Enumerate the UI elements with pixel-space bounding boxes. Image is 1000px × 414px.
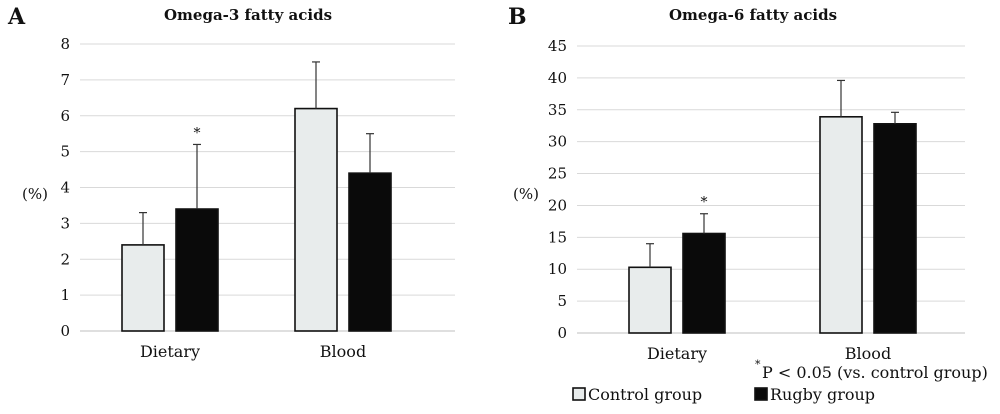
y-tick-label: 4 xyxy=(60,179,70,197)
significance-marker: * xyxy=(701,195,708,211)
legend-label: Rugby group xyxy=(770,385,875,404)
y-tick-label: 2 xyxy=(60,250,70,268)
y-axis-label: (%) xyxy=(513,185,539,203)
y-tick-label: 35 xyxy=(548,101,567,119)
y-tick-label: 3 xyxy=(60,214,70,232)
y-tick-label: 7 xyxy=(60,71,70,89)
y-tick-label: 45 xyxy=(548,37,567,55)
x-category-label: Dietary xyxy=(140,342,200,361)
y-tick-label: 5 xyxy=(557,292,567,310)
bar xyxy=(294,107,338,332)
y-tick-label: 25 xyxy=(548,165,567,183)
y-tick-label: 5 xyxy=(60,143,70,161)
y-tick-label: 6 xyxy=(60,107,70,125)
x-category-label: Blood xyxy=(320,342,366,361)
y-tick-label: 1 xyxy=(60,286,70,304)
y-tick-label: 15 xyxy=(548,228,567,246)
bar xyxy=(682,232,726,334)
significance-marker: * xyxy=(194,125,201,141)
bar xyxy=(121,244,165,332)
panel-label: A xyxy=(7,4,26,30)
y-tick-label: 40 xyxy=(548,69,567,87)
legend: Control group Rugby group xyxy=(572,385,875,404)
chart-title: Omega-3 fatty acids xyxy=(164,6,332,24)
y-tick-label: 30 xyxy=(548,133,567,151)
bar xyxy=(873,123,917,334)
x-category-label: Dietary xyxy=(647,344,707,363)
legend-swatch xyxy=(754,387,768,401)
chart-panel-B: B Omega-6 fatty acids (%) 0 5 10 15 20 25 30 35 40 4… xyxy=(508,4,965,363)
chart-title: Omega-6 fatty acids xyxy=(669,6,837,24)
y-tick-label: 20 xyxy=(548,196,567,214)
bar xyxy=(628,266,672,334)
x-category-label: Blood xyxy=(845,344,891,363)
legend-swatch xyxy=(572,387,586,401)
y-tick-label: 0 xyxy=(557,324,567,342)
footnote: * P < 0.05 (vs. control group) xyxy=(755,358,988,382)
bar xyxy=(348,172,392,332)
y-tick-label: 10 xyxy=(548,260,567,278)
legend-label: Control group xyxy=(588,385,702,404)
panel-label: B xyxy=(508,4,527,30)
chart-panel-A: A Omega-3 fatty acids (%) 0 1 2 3 4 5 6 7 8 Dietary B… xyxy=(7,4,455,361)
y-tick-label: 8 xyxy=(60,35,70,53)
bar xyxy=(175,208,219,332)
footnote-text: P < 0.05 (vs. control group) xyxy=(762,363,988,382)
bar xyxy=(819,115,863,334)
y-tick-label: 0 xyxy=(60,322,70,340)
footnote-star: * xyxy=(755,358,761,371)
y-axis-label: (%) xyxy=(22,185,48,203)
